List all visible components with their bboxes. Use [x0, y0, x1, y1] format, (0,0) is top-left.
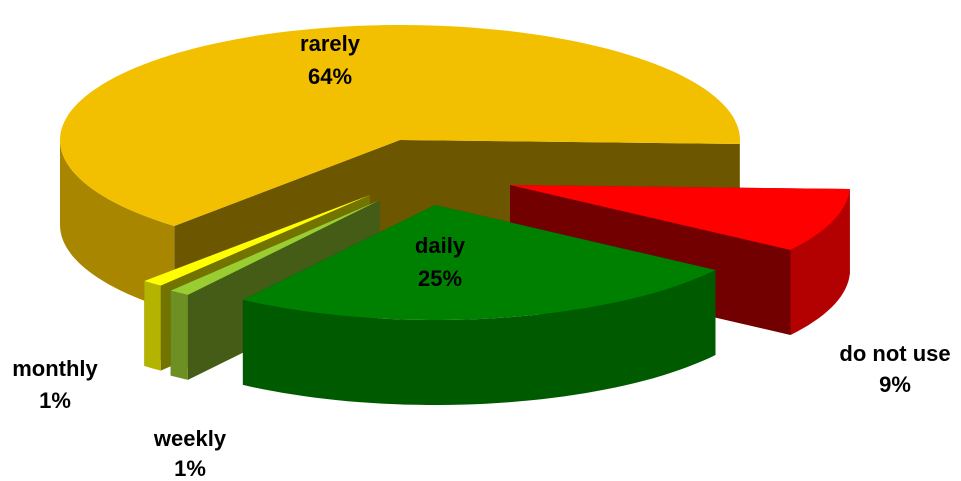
data-label-name: rarely — [300, 31, 361, 56]
data-label: 1% — [174, 456, 206, 481]
data-label-name: weekly — [153, 426, 227, 451]
data-label: 25% — [418, 266, 462, 291]
slice — [510, 185, 850, 250]
data-label-name: monthly — [12, 356, 98, 381]
slice-wall — [242, 270, 716, 405]
data-label-name: daily — [415, 233, 466, 258]
slice — [242, 205, 716, 320]
slice — [60, 25, 740, 226]
slice-wall — [144, 281, 161, 371]
data-label: 1% — [39, 388, 71, 413]
slice-wall — [790, 189, 850, 335]
data-label: 9% — [879, 372, 911, 397]
slice-wall — [60, 140, 175, 311]
slice — [144, 195, 370, 286]
data-label: 64% — [308, 64, 352, 89]
data-label-name: do not use — [839, 341, 950, 366]
slice-wall — [170, 290, 188, 380]
slice — [170, 200, 380, 295]
